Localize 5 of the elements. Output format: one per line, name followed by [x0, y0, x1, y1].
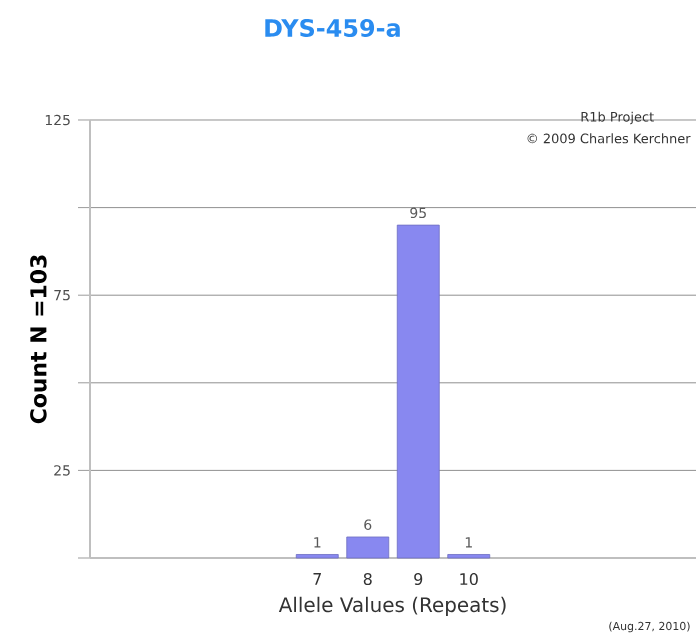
chart-title: DYS-459-a [265, 18, 400, 37]
bar [396, 224, 440, 559]
y-axis-title: Count N =103 [30, 255, 47, 424]
x-axis-title: Allele Values (Repeats) [278, 596, 506, 617]
bar [346, 536, 390, 559]
